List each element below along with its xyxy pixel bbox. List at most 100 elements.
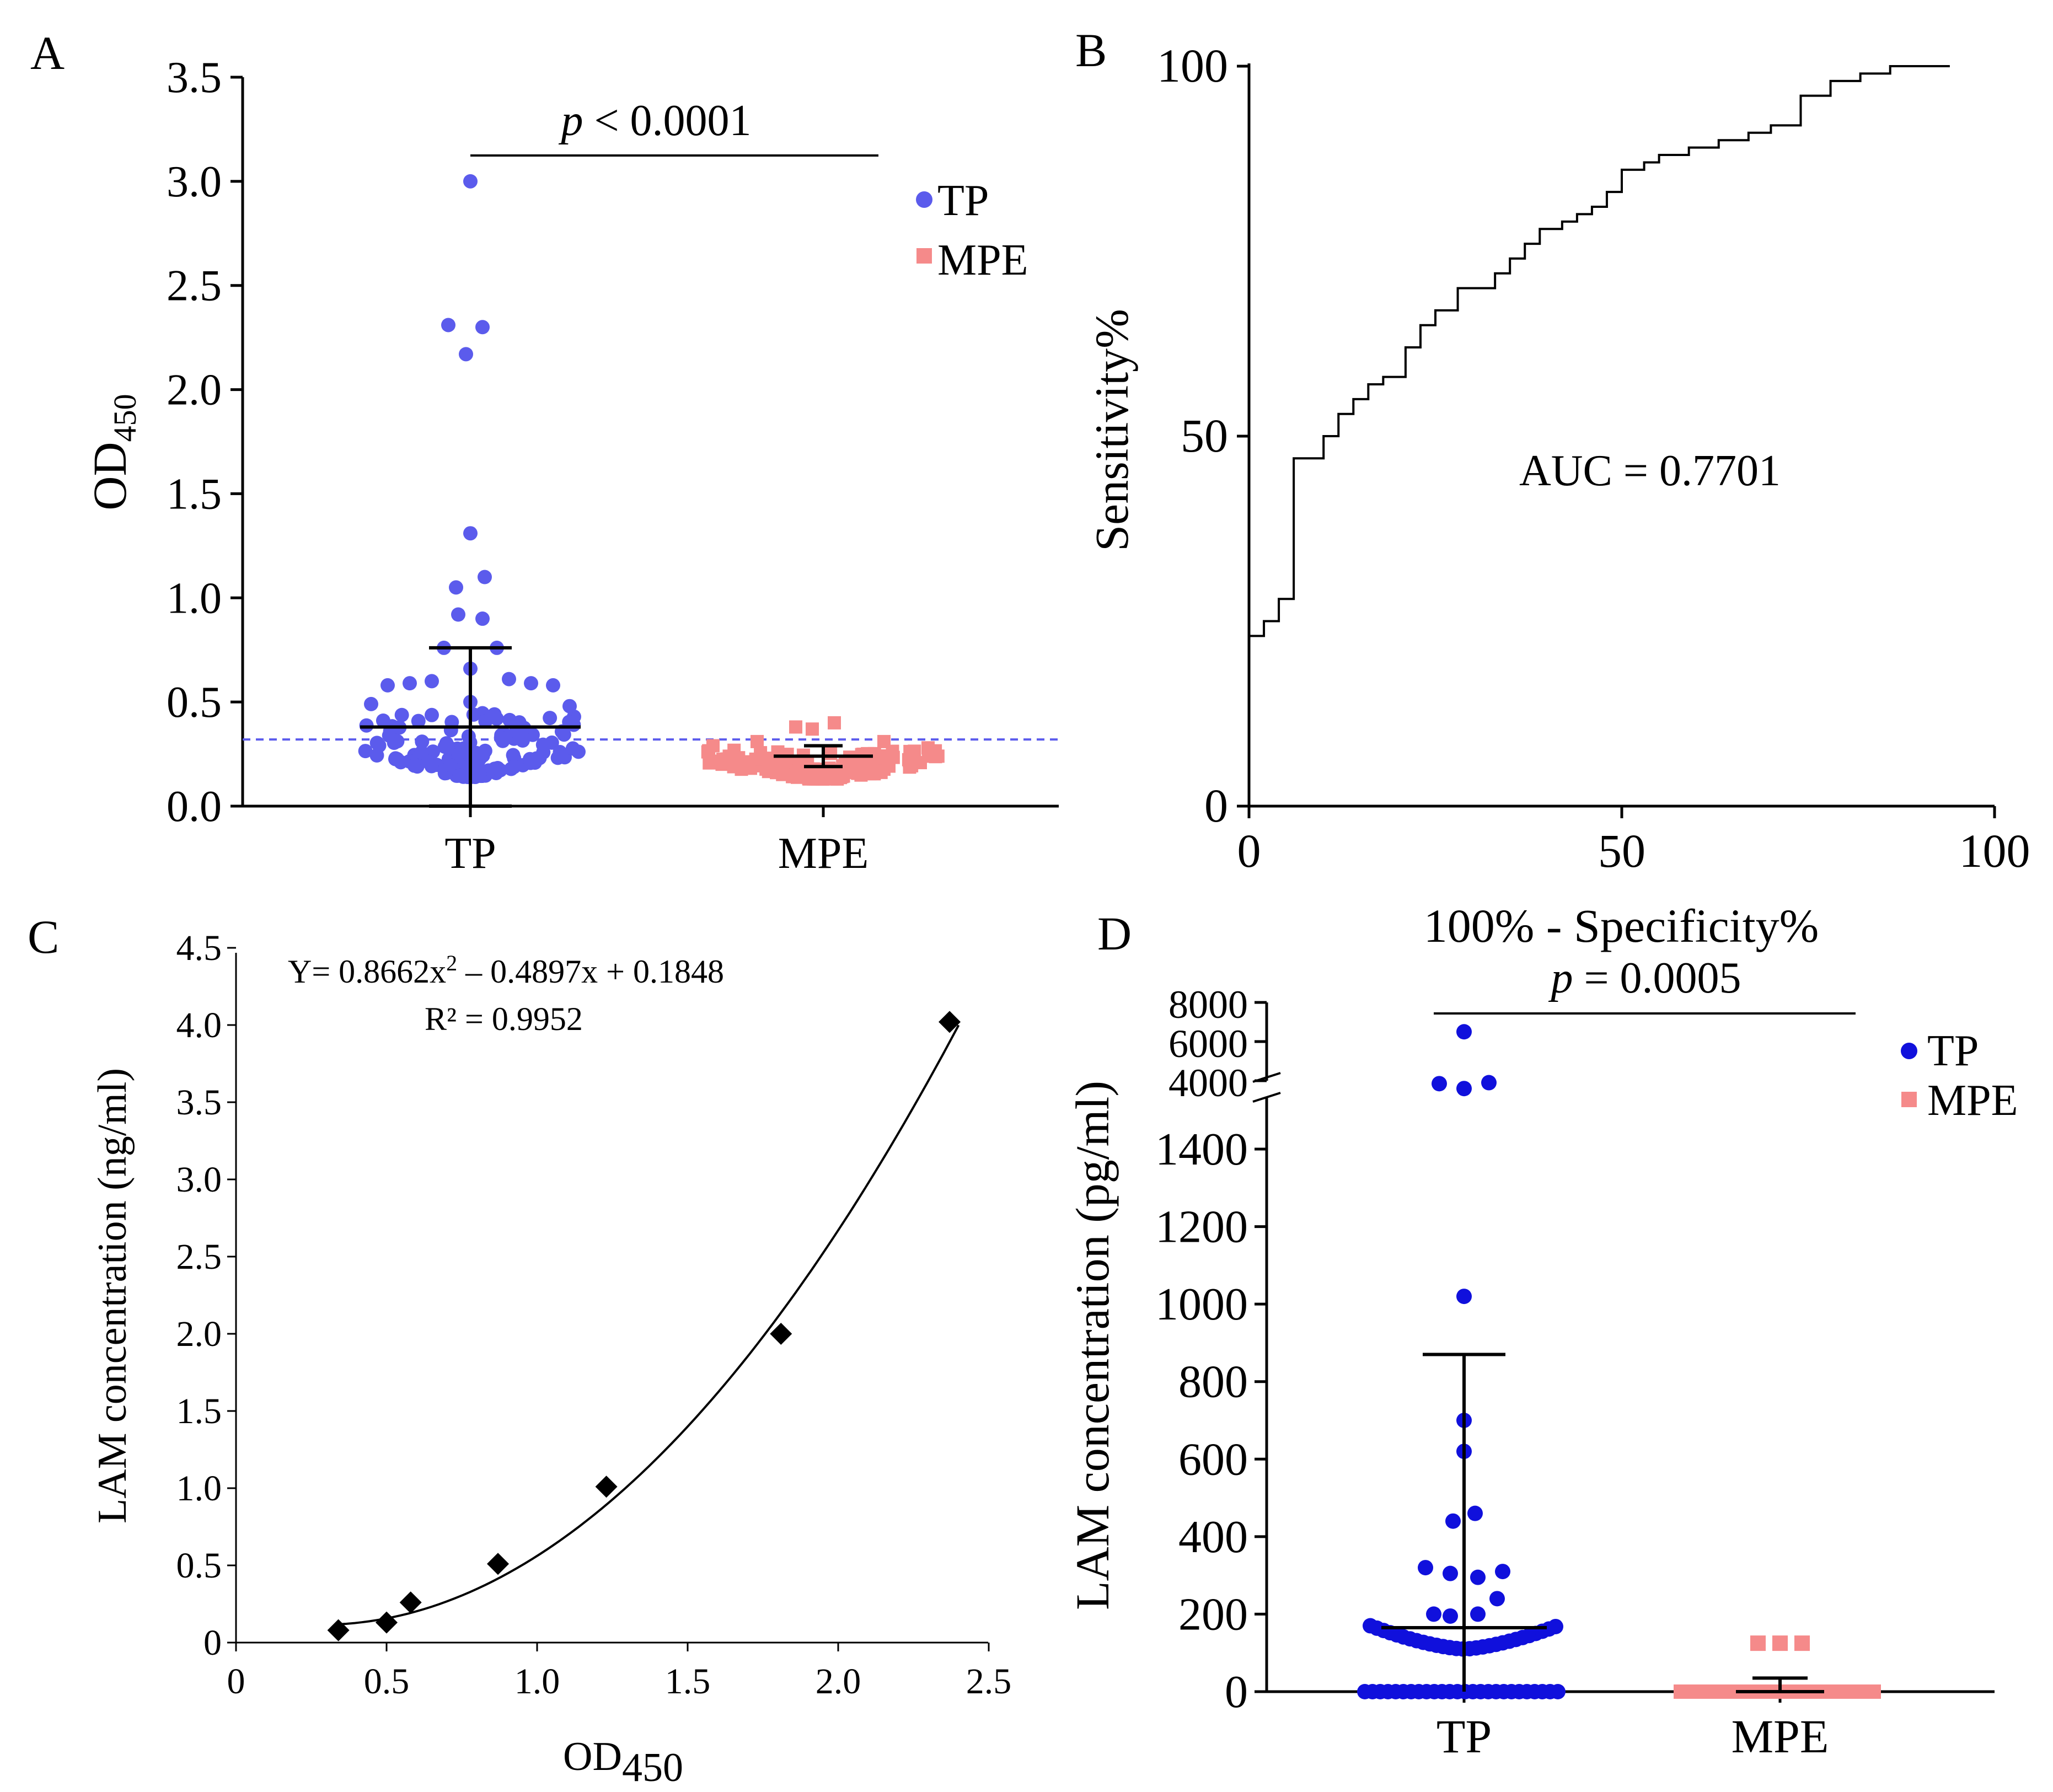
panel-c-y-tick-label: 4.5 <box>176 928 222 968</box>
panel-d-tp-outlier <box>1432 1076 1447 1092</box>
panel-d-points <box>1357 1024 1881 1699</box>
panel-d-legend-mpe: MPE <box>1927 1076 2018 1125</box>
panel-a-tp-point <box>443 758 458 773</box>
panel-a-tp-point <box>424 707 439 722</box>
panel-d-tp-outlier <box>1481 1075 1497 1091</box>
panel-a-y-tick-label: 2.5 <box>167 262 222 310</box>
panel-b-roc-curve <box>1249 65 1950 637</box>
panel-a-legend-tp: TP <box>937 176 989 225</box>
panel-c-data-point <box>595 1476 618 1498</box>
panel-c-r-squared: R² = 0.9952 <box>425 1001 583 1037</box>
panel-a-x-tick-label: TP <box>444 829 496 878</box>
panel-a-tp-outlier <box>463 174 478 189</box>
panel-a-mpe-point <box>765 752 779 765</box>
panel-a-y-tick-label: 0.5 <box>167 678 222 727</box>
panel-c-y-label: LAM concentration (ng/ml) <box>90 1068 135 1523</box>
panel-a-tp-outlier <box>475 611 490 626</box>
panel-a-tp-point <box>390 752 405 766</box>
panel-a-tp-point <box>469 745 484 760</box>
panel-a-tp-point <box>461 729 476 744</box>
panel-a-tp-point <box>494 731 508 745</box>
panel-a-tp-point <box>565 741 580 756</box>
panel-a-mpe-point <box>834 771 848 785</box>
panel-b: B 0 50 100 0 50 100 AUC = 0.7701 Sensitivity%… <box>1075 24 2030 952</box>
panel-c-data-point <box>770 1323 792 1345</box>
panel-a-legend-tp-marker <box>916 191 932 208</box>
panel-d-axis-break-mark-2 <box>1252 1092 1281 1103</box>
panel-c-letter: C <box>28 910 59 963</box>
panel-a-significance: p < 0.0001 <box>558 96 751 145</box>
panel-a-tp-point <box>358 744 373 759</box>
panel-d-y-tick-label: 0 <box>1225 1666 1248 1718</box>
panel-c-ticks: 0 0.5 1.0 1.5 2.0 2.5 0 0.5 1.0 1.5 2.0 2.5 3.0 3.5 4.… <box>176 928 1012 1702</box>
panel-c-x-tick-label: 1.5 <box>665 1661 711 1702</box>
panel-a-y-tick-label: 1.0 <box>167 574 222 623</box>
panel-d-tp-outlier <box>1443 1565 1458 1581</box>
panel-c-y-tick-label: 0 <box>203 1623 222 1663</box>
panel-b-auc-annotation: AUC = 0.7701 <box>1519 447 1781 495</box>
panel-c-y-tick-label: 0.5 <box>176 1546 222 1586</box>
panel-a-tp-outlier <box>403 676 417 691</box>
panel-d-tp-outlier <box>1467 1505 1483 1521</box>
panel-c-x-tick-label: 0 <box>227 1661 245 1702</box>
panel-d-mpe-outlier <box>1794 1635 1810 1651</box>
panel-b-x-tick-label: 50 <box>1598 824 1645 877</box>
panel-a-tp-outlier <box>380 678 395 693</box>
panel-a-mpe-point <box>824 747 838 760</box>
panel-a-y-tick-label: 2.0 <box>167 366 222 415</box>
panel-a-mpe-outlier <box>877 734 891 748</box>
panel-a-tp-point <box>506 748 521 763</box>
panel-d-mpe-outlier <box>1772 1635 1788 1651</box>
panel-a-tp-point <box>487 707 502 722</box>
panel-b-y-tick-label: 0 <box>1204 779 1228 832</box>
panel-c-y-tick-label: 3.0 <box>176 1160 222 1200</box>
panel-d-y-tick-label: 1000 <box>1155 1279 1248 1330</box>
panel-a-y-tick-label: 1.5 <box>167 470 222 518</box>
panel-d-tp-outlier <box>1456 1081 1472 1097</box>
panel-d-x-tick-label: MPE <box>1732 1710 1829 1763</box>
panel-c-y-tick-label: 2.5 <box>176 1237 222 1277</box>
panel-b-y-label: Sensitivity% <box>1085 309 1138 551</box>
panel-a-tp-point <box>372 738 387 753</box>
panel-a-x-tick-label: MPE <box>778 829 869 878</box>
panel-c-data-point <box>327 1619 350 1641</box>
panel-c-y-tick-label: 4.0 <box>176 1005 222 1045</box>
panel-a-mpe-outlier <box>789 720 802 734</box>
panel-d-mpe-point <box>1867 1684 1881 1699</box>
panel-a-points <box>358 174 945 786</box>
panel-a: A 0.0 0.5 1.0 1.5 2.0 2.5 3.0 3.5 TP MPE OD450 p… <box>30 26 1059 878</box>
panel-a-tp-point <box>415 734 430 749</box>
panel-a-tp-outlier <box>425 674 439 689</box>
panel-a-mpe-point <box>776 768 790 781</box>
panel-a-tp-point <box>394 707 409 722</box>
panel-d-y-tick-label: 8000 <box>1168 983 1248 1027</box>
panel-a-mpe-point <box>913 756 927 770</box>
panel-a-tp-outlier <box>524 676 538 691</box>
panel-a-y-tick-label: 3.0 <box>167 158 222 206</box>
panel-d-error-bars <box>1381 1353 1824 1693</box>
panel-d-legend-tp-marker <box>1901 1043 1917 1059</box>
panel-d-significance: p = 0.0005 <box>1548 954 1741 1002</box>
panel-a-tp-point <box>543 711 558 726</box>
panel-d-y-tick-label: 600 <box>1178 1434 1248 1485</box>
panel-d-legend-tp: TP <box>1927 1027 1979 1075</box>
panel-d-y-tick-label: 4000 <box>1168 1061 1248 1105</box>
panel-c-data-point <box>487 1553 510 1575</box>
panel-a-tp-point <box>424 759 439 774</box>
panel-c-y-tick-label: 3.5 <box>176 1082 222 1123</box>
panel-b-letter: B <box>1075 24 1107 77</box>
panel-a-mpe-point <box>803 771 817 785</box>
panel-d-y-tick-label: 200 <box>1178 1589 1248 1640</box>
panel-a-tp-outlier <box>478 570 492 584</box>
panel-a-legend-mpe: MPE <box>937 236 1028 285</box>
panel-c-data-point <box>399 1591 422 1614</box>
panel-a-tp-point <box>506 760 521 775</box>
panel-a-tp-point <box>376 713 390 728</box>
panel-b-x-label: 100% - Specificity% <box>1424 899 1819 952</box>
panel-a-mpe-point <box>822 771 836 785</box>
panel-a-tp-point <box>529 751 544 766</box>
panel-d-y-tick-label: 400 <box>1178 1511 1248 1563</box>
panel-b-y-tick-label: 50 <box>1181 409 1228 462</box>
